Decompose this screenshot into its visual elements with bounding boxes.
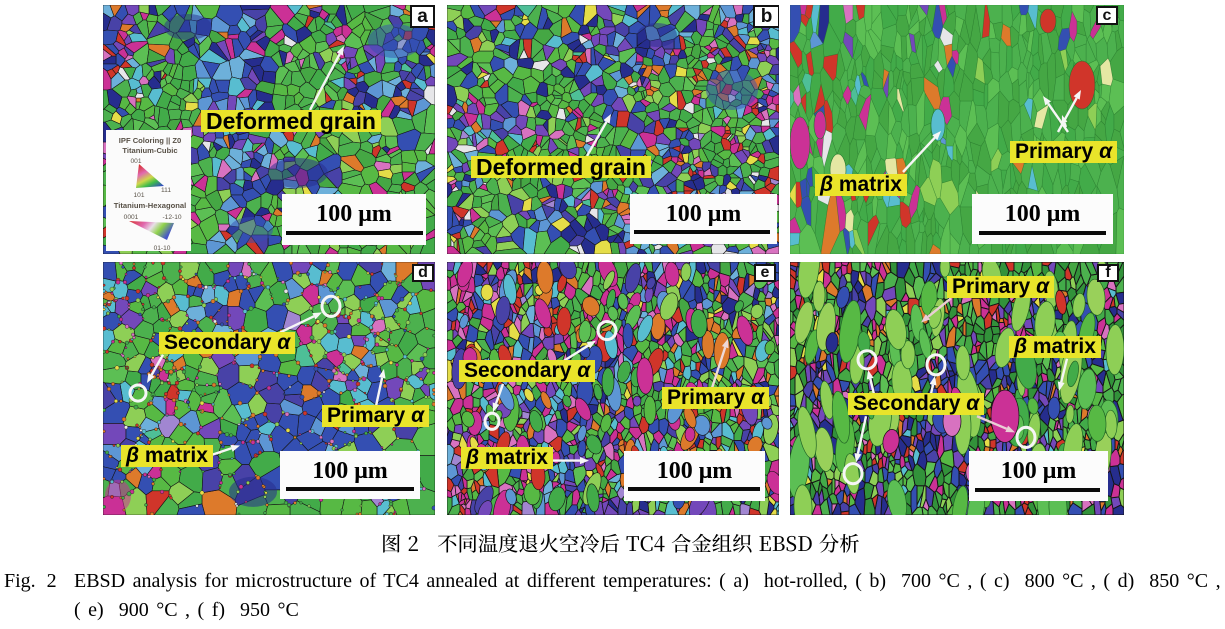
- svg-text:01-10: 01-10: [154, 245, 171, 251]
- svg-text:-12-10: -12-10: [162, 214, 181, 221]
- svg-text:Titanium-Cubic: Titanium-Cubic: [122, 146, 177, 155]
- svg-text:0001: 0001: [124, 214, 139, 221]
- svg-text:Titanium-Hexagonal: Titanium-Hexagonal: [114, 201, 186, 210]
- svg-text:111: 111: [161, 187, 171, 194]
- svg-text:IPF Coloring || Z0: IPF Coloring || Z0: [119, 136, 181, 145]
- svg-text:101: 101: [133, 192, 144, 199]
- svg-text:001: 001: [130, 158, 141, 165]
